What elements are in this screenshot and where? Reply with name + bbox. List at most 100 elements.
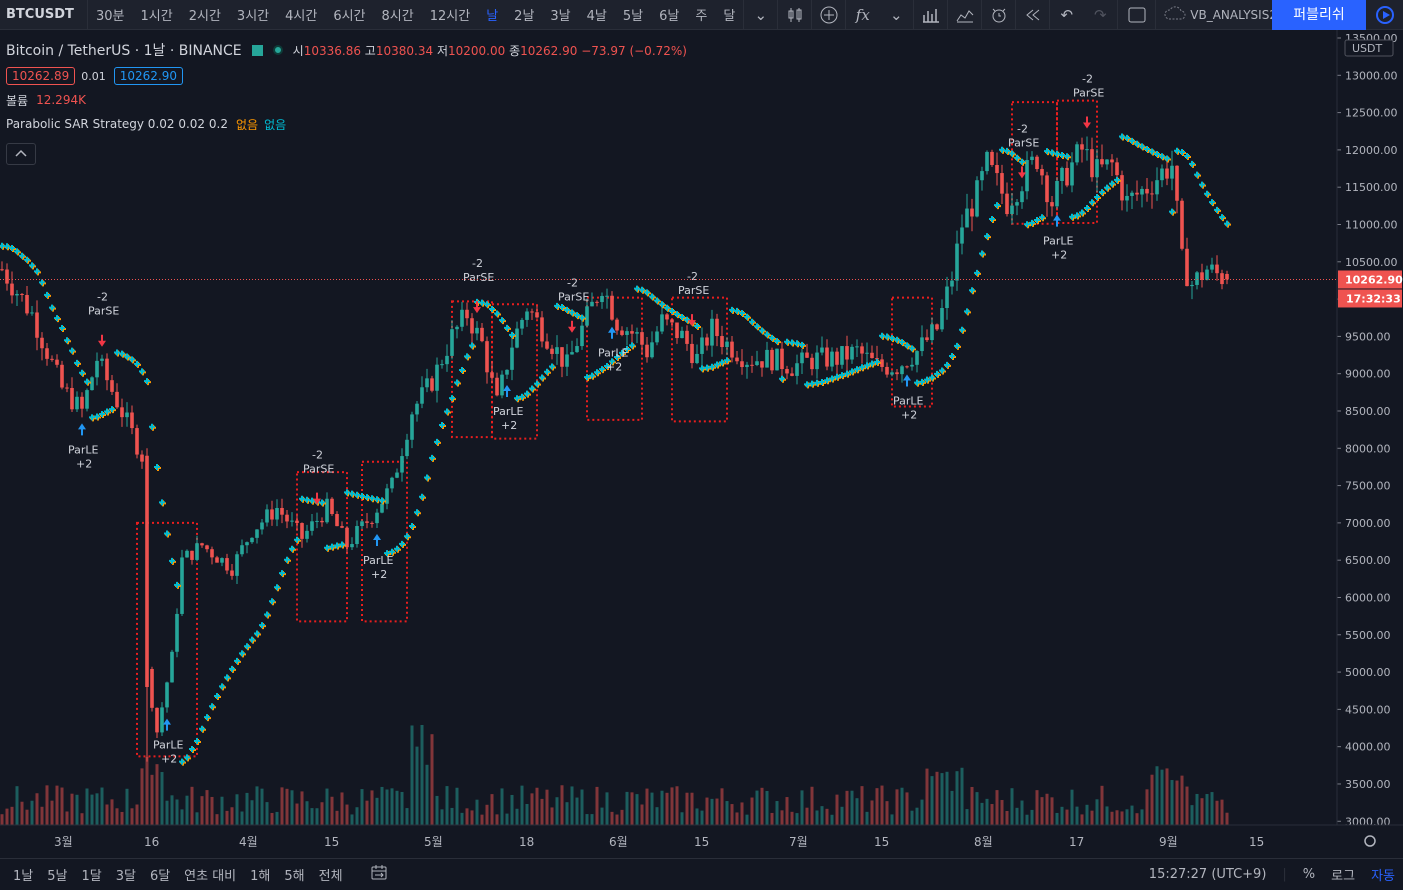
sar-point — [264, 611, 271, 619]
candle — [615, 319, 619, 331]
volume-bar — [370, 790, 374, 825]
candle — [640, 332, 644, 345]
range-1[interactable]: 5날 — [47, 869, 68, 884]
sar-point — [414, 509, 421, 517]
volume-bar — [780, 810, 784, 825]
symbol-description[interactable]: Bitcoin / TetherUS · 1날 · BINANCE — [6, 43, 242, 59]
range-4[interactable]: 6달 — [149, 869, 171, 884]
interval-0[interactable]: 30분 — [96, 9, 125, 24]
interval-3[interactable]: 3시간 — [236, 9, 270, 24]
sar-point — [769, 334, 776, 342]
auto-toggle[interactable]: 자동 — [1371, 869, 1395, 884]
candle — [765, 349, 769, 368]
volume-bar — [915, 807, 919, 825]
sar-point — [54, 315, 61, 323]
volume-bar — [170, 795, 174, 825]
interval-7[interactable]: 12시간 — [429, 9, 471, 24]
candle — [810, 357, 814, 370]
candle — [225, 558, 229, 571]
volume-bar — [290, 790, 294, 825]
range-0[interactable]: 1날 — [13, 869, 34, 884]
interval-1[interactable]: 1시간 — [140, 9, 173, 24]
play-icon[interactable] — [1366, 0, 1403, 30]
clock-time[interactable]: 15:27:27 (UTC+9) — [1148, 867, 1267, 882]
sar-point — [1014, 154, 1021, 162]
bars-icon[interactable] — [913, 0, 947, 29]
candle — [360, 521, 364, 527]
sar-point — [144, 378, 151, 386]
sar-point — [869, 360, 876, 368]
flag-icon[interactable] — [251, 44, 263, 56]
calendar-range-icon[interactable] — [370, 864, 388, 886]
range-7[interactable]: 5해 — [284, 869, 305, 884]
gear-icon[interactable] — [1364, 835, 1376, 847]
top-toolbar: BTCUSDT 30분 1시간 2시간 3시간 4시간 6시간 8시간 12시간 날 2날 3날 4날… — [0, 0, 1403, 30]
sar-point — [939, 367, 946, 375]
sar-point — [189, 746, 196, 754]
fullscreen-icon[interactable] — [1117, 0, 1155, 29]
volume-bar — [1020, 800, 1024, 825]
chevron-up-icon[interactable] — [6, 143, 36, 165]
interval-5[interactable]: 6시간 — [333, 9, 366, 24]
candle — [25, 294, 29, 314]
range-2[interactable]: 1달 — [81, 869, 102, 884]
templates-icon[interactable] — [947, 0, 981, 29]
interval-9[interactable]: 2날 — [514, 9, 535, 24]
range-3[interactable]: 3달 — [115, 869, 136, 884]
volume-value: 12.294K — [36, 93, 86, 107]
interval-15[interactable]: 달 — [723, 9, 736, 24]
chevron-down-icon[interactable]: ⌄ — [889, 5, 903, 24]
sar-point — [764, 331, 771, 339]
volume-bar — [660, 790, 664, 825]
interval-11[interactable]: 4날 — [586, 9, 607, 24]
candle — [495, 377, 499, 396]
sar-point — [639, 286, 646, 294]
interval-8[interactable]: 날 — [486, 9, 499, 24]
interval-13[interactable]: 6날 — [659, 9, 680, 24]
indicator-label[interactable]: Parabolic SAR Strategy 0.02 0.02 0.2 — [6, 117, 228, 131]
current-price-box — [1338, 270, 1402, 289]
sell-price-box[interactable]: 10262.89 — [6, 67, 76, 85]
sar-point — [444, 408, 451, 416]
candle — [1160, 168, 1164, 181]
range-6[interactable]: 1해 — [250, 869, 271, 884]
symbol-search[interactable]: BTCUSDT — [0, 0, 88, 29]
range-5[interactable]: 연초 대비 — [184, 869, 237, 884]
volume-bar — [60, 787, 64, 825]
volume-bar — [960, 767, 964, 825]
publish-button[interactable]: 퍼블리쉬 — [1272, 0, 1366, 30]
candle — [190, 550, 194, 560]
log-toggle[interactable]: 로그 — [1331, 869, 1356, 884]
candle — [160, 707, 164, 733]
sar-point — [1104, 184, 1111, 192]
alert-icon[interactable] — [981, 0, 1015, 29]
interval-6[interactable]: 8시간 — [381, 9, 414, 24]
candle — [730, 341, 734, 358]
arrow-up-icon — [373, 534, 381, 547]
interval-4[interactable]: 4시간 — [285, 9, 318, 24]
buy-price-box[interactable]: 10262.90 — [113, 67, 184, 85]
chevron-down-icon[interactable]: ⌄ — [743, 0, 777, 29]
undo-icon[interactable]: ↶ — [1049, 0, 1083, 29]
interval-10[interactable]: 3날 — [550, 9, 571, 24]
fx-icon[interactable]: fx — [845, 0, 879, 29]
candle — [475, 327, 479, 334]
plus-circle-icon[interactable] — [811, 0, 845, 29]
percent-toggle[interactable]: % — [1302, 867, 1316, 882]
interval-12[interactable]: 5날 — [622, 9, 644, 24]
volume-bar — [875, 788, 879, 825]
sar-point — [664, 304, 671, 312]
interval-14[interactable]: 주 — [695, 9, 708, 24]
redo-icon[interactable]: ↷ — [1093, 5, 1107, 24]
replay-icon[interactable] — [1015, 0, 1049, 29]
indicator-legend-row: Parabolic SAR Strategy 0.02 0.02 0.2 없음 … — [6, 114, 687, 134]
interval-2[interactable]: 2시간 — [188, 9, 221, 24]
volume-bar — [975, 792, 979, 825]
range-8[interactable]: 전체 — [318, 869, 343, 884]
volume-bar — [475, 799, 479, 825]
candles-icon[interactable] — [777, 0, 811, 29]
layout-name[interactable]: VB_ANALYSIS2 — [1155, 0, 1285, 29]
price-chart[interactable]: 3000.00 3500.00 4000.00 4500.00 5000.00 5500.… — [0, 30, 1403, 858]
sar-point — [864, 362, 871, 370]
candle — [1055, 181, 1059, 207]
